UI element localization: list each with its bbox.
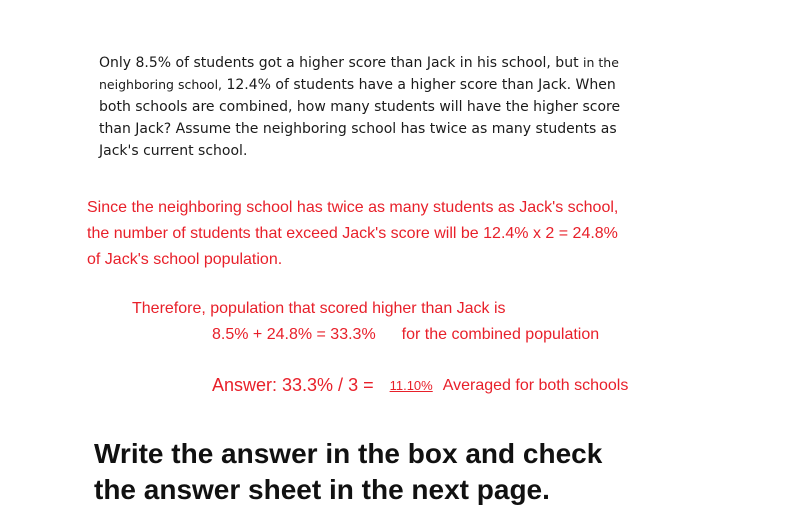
question-line-4: than Jack? Assume the neighboring school…	[99, 121, 617, 137]
instruction-line-2: the answer sheet in the next page.	[94, 474, 550, 505]
answer-label: Answer: 33.3% / 3 =	[212, 375, 374, 395]
question-line-5: Jack's current school.	[99, 143, 248, 159]
combined-calculation: 8.5% + 24.8% = 33.3% for the combined pop…	[212, 326, 599, 344]
solution-line-1: Since the neighboring school has twice a…	[87, 199, 619, 216]
answer-line: Answer: 33.3% / 3 = 11.10% Averaged for bo…	[212, 375, 628, 396]
therefore-statement: Therefore, population that scored higher…	[132, 300, 506, 317]
calc-note: for the combined population	[401, 326, 600, 343]
answer-value: 11.10%	[389, 378, 433, 393]
question-line-3: both schools are combined, how many stud…	[99, 99, 621, 115]
question-text: Only 8.5% of students got a higher score…	[99, 52, 659, 162]
instruction-line-1: Write the answer in the box and check	[94, 438, 603, 469]
answer-note: Averaged for both schools	[442, 377, 629, 394]
solution-explanation: Since the neighboring school has twice a…	[87, 195, 618, 273]
instruction-text: Write the answer in the box and check th…	[94, 436, 602, 508]
question-line-2: neighboring school, 12.4% of students ha…	[99, 77, 616, 93]
solution-line-3: of Jack's school population.	[87, 251, 283, 268]
solution-line-2: the number of students that exceed Jack'…	[87, 225, 618, 242]
question-line-1: Only 8.5% of students got a higher score…	[99, 55, 619, 71]
calc-equation: 8.5% + 24.8% = 33.3%	[212, 326, 376, 343]
